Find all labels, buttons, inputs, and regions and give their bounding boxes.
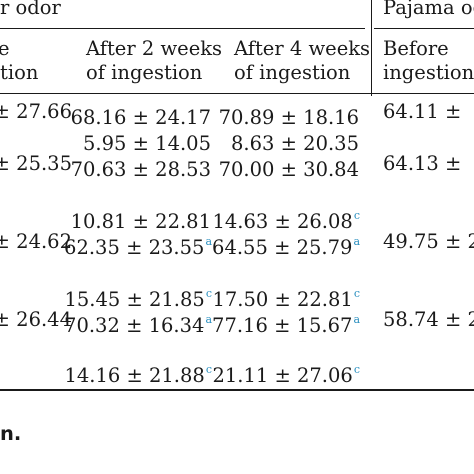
table-cell: 64.13 ± bbox=[383, 152, 462, 175]
table-cell: 14.63 ± 26.08c bbox=[212, 209, 360, 233]
col2-header-line2: of ingestion bbox=[234, 61, 351, 84]
group-header-pajama: Pajama od bbox=[383, 0, 474, 19]
table-cell: 21.11 ± 27.06c bbox=[212, 363, 360, 387]
group-rule-left bbox=[0, 28, 365, 29]
column-divider-header bbox=[371, 0, 372, 96]
table-cell: 14.16 ± 21.88c bbox=[64, 363, 212, 387]
table-cell: 77.16 ± 15.67a bbox=[212, 313, 360, 337]
table-cell: 64.55 ± 25.79a bbox=[212, 235, 360, 259]
table-cell: 58.74 ± 2 bbox=[383, 308, 474, 331]
col0-header-line1: e bbox=[0, 37, 10, 60]
table-cell: ± 24.62 bbox=[0, 230, 72, 253]
table-cell: 64.11 ± bbox=[383, 100, 462, 123]
group-header-odor: r odor bbox=[0, 0, 61, 19]
table-cell: 5.95 ± 14.05 bbox=[83, 132, 211, 155]
col1-header-line2: of ingestion bbox=[86, 61, 203, 84]
table-cell: ± 27.66 bbox=[0, 100, 72, 123]
table-cell: ± 26.44 bbox=[0, 308, 72, 331]
col2-header-line1: After 4 weeks bbox=[234, 37, 371, 60]
footnote-text: n. bbox=[0, 422, 22, 445]
table-cell: 62.35 ± 23.55a bbox=[64, 235, 212, 259]
col0-header-line2: tion bbox=[0, 61, 39, 84]
table-cell: 70.63 ± 28.53 bbox=[70, 158, 211, 181]
table-bottom-rule bbox=[0, 389, 474, 391]
table-cell: 8.63 ± 20.35 bbox=[231, 132, 359, 155]
table-cell: ± 25.35 bbox=[0, 152, 72, 175]
table-cell: 15.45 ± 21.85c bbox=[64, 287, 212, 311]
table-cell: 70.89 ± 18.16 bbox=[218, 106, 359, 129]
group-rule-right bbox=[374, 28, 474, 29]
table-cell: 68.16 ± 24.17 bbox=[70, 106, 211, 129]
table-cell: 70.00 ± 30.84 bbox=[218, 158, 359, 181]
col3-header-line1: Before bbox=[383, 37, 449, 60]
col1-header-line1: After 2 weeks bbox=[86, 37, 223, 60]
table-cell: 49.75 ± 2 bbox=[383, 230, 474, 253]
table-cell: 10.81 ± 22.81 bbox=[70, 210, 211, 233]
table-cell: 70.32 ± 16.34a bbox=[64, 313, 212, 337]
table-cell: 17.50 ± 22.81c bbox=[212, 287, 360, 311]
header-rule bbox=[0, 93, 474, 94]
col3-header-line2: ingestion bbox=[383, 61, 474, 84]
